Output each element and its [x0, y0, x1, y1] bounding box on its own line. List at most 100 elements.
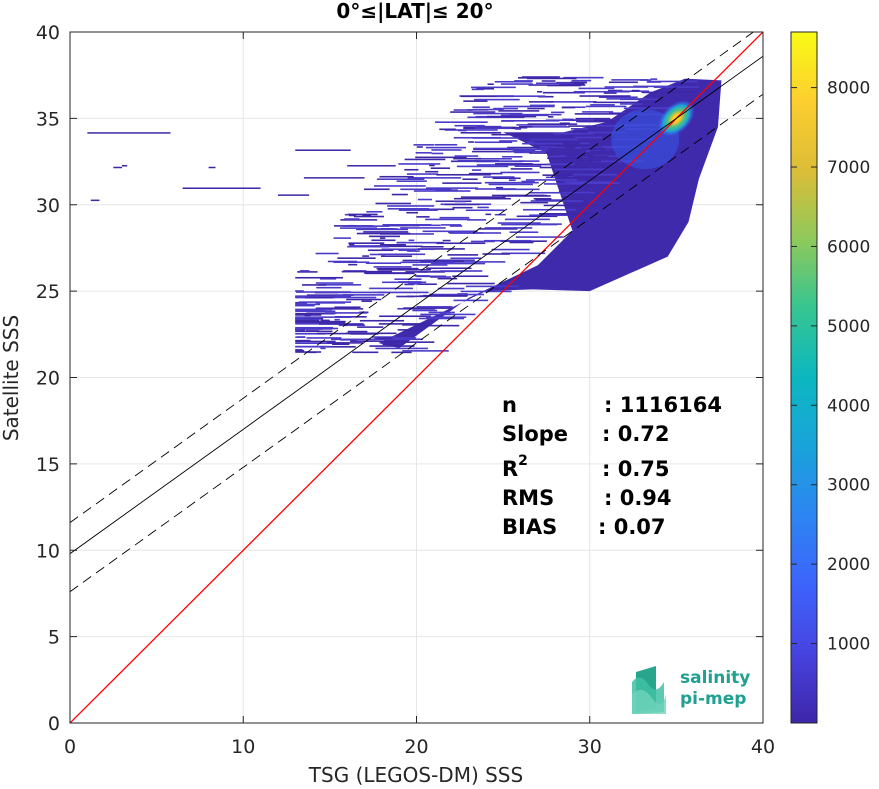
density-streak: [344, 218, 360, 220]
density-streak: [377, 337, 393, 340]
density-streak: [361, 300, 372, 302]
density-streak: [533, 197, 552, 200]
density-streak: [454, 124, 485, 127]
x-tick-label: 0: [64, 736, 76, 758]
density-streak: [450, 261, 506, 263]
density-streak: [333, 237, 351, 239]
density-streak: [484, 239, 532, 242]
density-streak: [564, 181, 614, 184]
density-streak: [543, 204, 600, 207]
outlier-streak: [90, 199, 100, 202]
density-streak: [453, 109, 473, 111]
density-streak: [633, 85, 673, 88]
density-streak: [558, 190, 581, 193]
density-streak: [439, 128, 456, 131]
density-streak: [509, 241, 534, 244]
density-streak: [348, 214, 357, 217]
density-streak: [456, 165, 509, 168]
density-streak: [326, 346, 356, 348]
density-streak: [435, 121, 488, 123]
density-streak: [371, 239, 396, 242]
density-streak: [405, 271, 445, 273]
density-streak: [391, 193, 408, 196]
density-streak: [320, 277, 337, 280]
density-streak: [500, 114, 549, 117]
density-streak: [425, 187, 479, 189]
density-streak: [539, 212, 591, 215]
density-streak: [402, 350, 449, 352]
density-streak: [581, 147, 605, 150]
density-streak: [606, 98, 646, 100]
density-streak: [404, 168, 419, 171]
density-streak: [509, 231, 539, 234]
density-streak: [335, 291, 386, 294]
density-streak: [474, 158, 512, 160]
colorbar-tick-label: 2000: [827, 555, 870, 575]
density-streak: [527, 123, 578, 125]
density-streak: [559, 155, 568, 157]
density-streak: [417, 248, 465, 250]
density-streak: [564, 184, 580, 186]
density-streak: [341, 270, 393, 273]
density-streak: [454, 155, 479, 157]
density-streak: [435, 200, 472, 203]
density-streak: [543, 183, 583, 185]
density-streak: [598, 96, 638, 99]
density-streak: [491, 248, 530, 251]
density-streak: [440, 311, 451, 314]
density-streak: [334, 294, 348, 296]
density-streak: [535, 199, 585, 201]
density-streak: [496, 186, 504, 189]
density-streak: [568, 175, 575, 178]
y-tick-label: 35: [36, 108, 60, 130]
density-streak: [460, 290, 512, 293]
density-streak: [585, 105, 627, 108]
density-streak: [315, 252, 339, 255]
stat-n-value: : 1116164: [604, 393, 722, 417]
density-streak: [471, 88, 484, 91]
density-streak: [397, 329, 419, 331]
density-streak: [475, 188, 516, 190]
density-streak: [460, 196, 506, 198]
density-streak: [396, 241, 444, 244]
density-streak: [623, 107, 681, 110]
density-streak: [430, 262, 486, 265]
density-streak: [556, 176, 610, 179]
line-regression-upper-bound: [70, 32, 755, 523]
density-streak: [537, 90, 543, 93]
y-tick-label: 15: [36, 454, 60, 476]
density-streak: [429, 293, 485, 296]
density-streak: [295, 345, 332, 348]
density-streak: [604, 86, 649, 88]
density-streak: [314, 291, 338, 294]
density-streak: [471, 169, 482, 171]
density-streak: [568, 163, 583, 166]
density-streak: [365, 262, 402, 265]
density-streak: [479, 87, 495, 90]
density-streak: [365, 272, 415, 275]
density-streak: [631, 89, 640, 92]
density-streak: [420, 246, 444, 248]
stat-r2-base: R: [502, 457, 518, 481]
line-regression-lower-bound: [70, 93, 763, 593]
logo-line2: pi-mep: [680, 689, 746, 709]
density-streak: [373, 185, 426, 187]
density-streak: [474, 127, 512, 129]
density-streak: [439, 270, 483, 272]
density-streak: [526, 77, 577, 80]
density-streak: [295, 342, 340, 345]
density-streak: [461, 95, 514, 98]
density-streak: [561, 194, 571, 196]
density-streak: [396, 295, 415, 298]
density-streak: [413, 190, 471, 192]
density-streak: [477, 206, 489, 209]
density-streak: [431, 149, 462, 151]
density-streak: [398, 209, 438, 211]
density-streak: [319, 296, 377, 299]
density-streak: [369, 345, 415, 347]
density-streak: [415, 156, 467, 159]
density-streak: [592, 160, 645, 163]
density-streak: [580, 131, 588, 133]
density-streak: [301, 284, 327, 286]
colorbar-tick-label: 4000: [827, 396, 870, 416]
